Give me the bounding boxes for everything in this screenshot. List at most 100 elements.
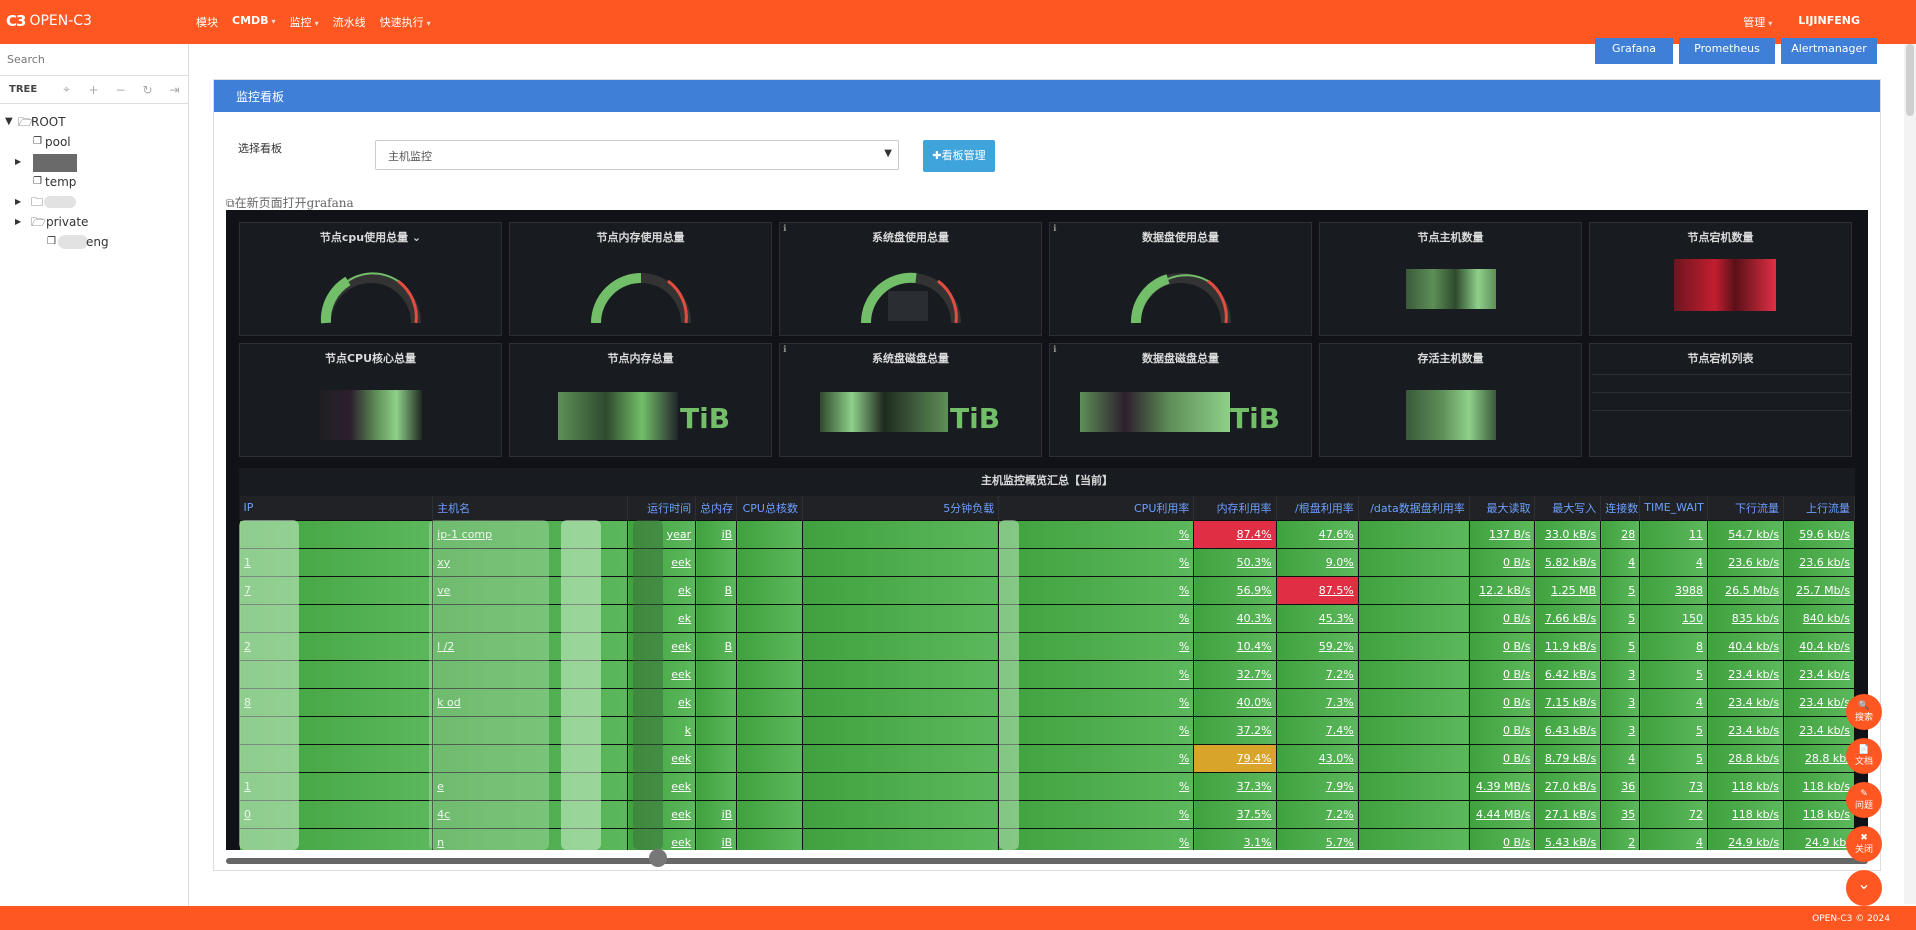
- stat-card-mem-usage[interactable]: 节点内存使用总量: [509, 222, 772, 336]
- table-cell[interactable]: 118 kb/s: [1707, 799, 1785, 829]
- table-cell[interactable]: [695, 547, 738, 577]
- table-cell[interactable]: [1357, 547, 1470, 577]
- table-cell[interactable]: 43.0%: [1275, 743, 1359, 773]
- table-cell[interactable]: 8.79 kB/s: [1534, 743, 1602, 773]
- locate-icon[interactable]: ⌖: [63, 82, 70, 96]
- table-cell[interactable]: 5: [1639, 659, 1709, 689]
- table-cell[interactable]: 72: [1639, 799, 1709, 829]
- column-header[interactable]: 运行时间: [627, 496, 697, 520]
- table-cell[interactable]: [801, 743, 1000, 773]
- table-cell[interactable]: [1357, 575, 1470, 605]
- table-cell[interactable]: 24.9 kb/: [1783, 827, 1855, 850]
- table-cell[interactable]: 4: [1639, 547, 1709, 577]
- tree-node-pool[interactable]: ❐ pool: [0, 132, 189, 152]
- table-cell[interactable]: 4.39 MB/s: [1468, 771, 1536, 801]
- table-cell[interactable]: [1357, 771, 1470, 801]
- table-cell[interactable]: [736, 715, 803, 745]
- table-cell[interactable]: [801, 687, 1000, 717]
- grafana-button[interactable]: Grafana: [1595, 38, 1673, 64]
- table-cell[interactable]: [736, 547, 803, 577]
- docs-fab[interactable]: 📄 文档: [1846, 738, 1882, 774]
- table-cell[interactable]: 54.7 kb/s: [1707, 519, 1785, 549]
- table-row[interactable]: n eek iB% 3.1% 5.7% 0 B/s 5.43 kB/s 2 4 24.9 kb/s…: [239, 827, 1855, 850]
- search-fab[interactable]: 🔍 搜索: [1846, 694, 1882, 730]
- dashboard-manage-button[interactable]: ✚看板管理: [923, 140, 995, 172]
- table-cell[interactable]: 23.4 kb/s: [1783, 687, 1855, 717]
- table-cell[interactable]: [736, 771, 803, 801]
- column-header[interactable]: 下行流量: [1707, 496, 1785, 520]
- column-header[interactable]: /根盘利用率: [1276, 496, 1359, 520]
- table-cell[interactable]: [1357, 603, 1470, 633]
- table-cell[interactable]: 12.2 kB/s: [1468, 575, 1536, 605]
- issue-fab[interactable]: ✎ 问题: [1846, 782, 1882, 818]
- table-cell[interactable]: [801, 771, 1000, 801]
- table-cell[interactable]: 32.7%: [1193, 659, 1277, 689]
- open-grafana-link[interactable]: ⧉在新页面打开grafana: [226, 196, 354, 210]
- info-icon[interactable]: ℹ: [1053, 224, 1057, 234]
- table-cell[interactable]: 0 B/s: [1468, 715, 1536, 745]
- table-cell[interactable]: [1357, 827, 1470, 850]
- table-cell[interactable]: [801, 547, 1000, 577]
- column-header[interactable]: CPU利用率: [998, 496, 1195, 520]
- table-cell[interactable]: 4: [1639, 827, 1709, 850]
- app-logo[interactable]: C3 OPEN-C3: [6, 12, 92, 30]
- stat-card-mem-total[interactable]: 节点内存总量 TiB: [509, 343, 772, 457]
- table-row[interactable]: ek% 40.3% 45.3% 0 B/s 7.66 kB/s 5 150 835 kb/s 8…: [239, 603, 1855, 633]
- table-cell[interactable]: 7.2%: [1275, 659, 1359, 689]
- column-header[interactable]: 5分钟负载: [802, 496, 1000, 520]
- table-cell[interactable]: [695, 687, 738, 717]
- info-icon[interactable]: ℹ: [783, 345, 787, 355]
- table-cell[interactable]: %: [998, 631, 1195, 661]
- table-cell[interactable]: [1357, 659, 1470, 689]
- table-cell[interactable]: 37.3%: [1193, 771, 1277, 801]
- table-cell[interactable]: 37.2%: [1193, 715, 1277, 745]
- minus-icon[interactable]: −: [115, 82, 126, 97]
- scrollbar-handle[interactable]: [649, 849, 667, 867]
- table-cell[interactable]: 8: [1639, 631, 1709, 661]
- table-cell[interactable]: 25.7 Mb/s: [1783, 575, 1855, 605]
- table-cell[interactable]: [695, 771, 738, 801]
- table-cell[interactable]: %: [998, 575, 1195, 605]
- column-header[interactable]: 主机名: [432, 496, 629, 520]
- table-cell[interactable]: 87.4%: [1193, 519, 1277, 549]
- table-cell[interactable]: 9.0%: [1275, 547, 1359, 577]
- table-cell[interactable]: [1357, 631, 1470, 661]
- table-cell[interactable]: %: [998, 827, 1195, 850]
- table-cell[interactable]: 3: [1600, 715, 1641, 745]
- table-cell[interactable]: 4: [1600, 743, 1641, 773]
- table-cell[interactable]: 27.0 kB/s: [1534, 771, 1602, 801]
- horizontal-scrollbar[interactable]: [226, 858, 1868, 864]
- table-cell[interactable]: [801, 715, 1000, 745]
- table-cell[interactable]: 0 B/s: [1468, 687, 1536, 717]
- table-cell[interactable]: 47.6%: [1275, 519, 1359, 549]
- column-header[interactable]: TIME_WAIT: [1639, 496, 1709, 520]
- stat-card-down-count[interactable]: 节点宕机数量: [1589, 222, 1852, 336]
- table-cell[interactable]: 5: [1600, 575, 1641, 605]
- table-cell[interactable]: iB: [695, 827, 738, 850]
- table-cell[interactable]: 0 B/s: [1468, 827, 1536, 850]
- table-cell[interactable]: 6.42 kB/s: [1534, 659, 1602, 689]
- table-cell[interactable]: [1357, 799, 1470, 829]
- table-cell[interactable]: 33.0 kB/s: [1534, 519, 1602, 549]
- table-cell[interactable]: [801, 659, 1000, 689]
- table-cell[interactable]: [736, 827, 803, 850]
- table-cell[interactable]: 150: [1639, 603, 1709, 633]
- table-cell[interactable]: 23.6 kb/s: [1783, 547, 1855, 577]
- table-cell[interactable]: 40.4 kb/s: [1707, 631, 1785, 661]
- nav-pipeline[interactable]: 流水线: [332, 16, 366, 29]
- column-header[interactable]: IP: [239, 496, 434, 520]
- table-cell[interactable]: 5: [1600, 603, 1641, 633]
- stat-card-datadisk-usage[interactable]: ℹ 数据盘使用总量: [1049, 222, 1312, 336]
- refresh-icon[interactable]: ↻: [142, 82, 153, 97]
- table-cell[interactable]: [736, 603, 803, 633]
- table-row[interactable]: ip-1 comp year iB% 87.4% 47.6% 137 B/s 33.0 kB…: [239, 519, 1855, 549]
- table-cell[interactable]: 0 B/s: [1468, 659, 1536, 689]
- table-cell[interactable]: 50.3%: [1193, 547, 1277, 577]
- scrollbar-thumb[interactable]: [1906, 44, 1914, 116]
- table-cell[interactable]: 26.5 Mb/s: [1707, 575, 1785, 605]
- chevron-right-icon[interactable]: ▶: [15, 157, 22, 166]
- table-cell[interactable]: 118 kb/s: [1783, 771, 1855, 801]
- nav-cmdb[interactable]: CMDB ▾: [232, 14, 276, 27]
- table-cell[interactable]: 2: [1600, 827, 1641, 850]
